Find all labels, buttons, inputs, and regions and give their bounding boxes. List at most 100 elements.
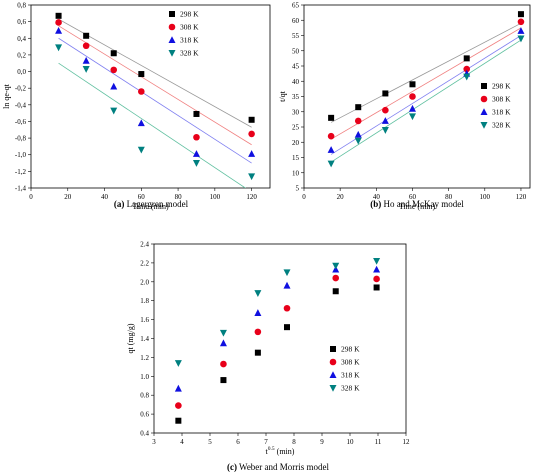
y-tick-label: 0,4 xyxy=(17,35,26,43)
legend-label: 298 K xyxy=(492,82,511,91)
x-tick-label: 5 xyxy=(208,438,212,446)
data-point xyxy=(463,65,471,73)
x-tick-label: 40 xyxy=(101,193,109,201)
data-point xyxy=(174,360,182,367)
y-tick-label: 1.8 xyxy=(140,297,149,305)
y-tick-label: -1,2 xyxy=(15,168,27,176)
legend-marker xyxy=(168,36,176,43)
data-point xyxy=(373,284,380,291)
y-tick-label: 65 xyxy=(292,2,300,10)
legend-marker xyxy=(480,108,488,115)
legend-marker xyxy=(329,358,337,366)
legend-marker xyxy=(169,11,175,17)
data-point xyxy=(220,360,227,368)
data-point xyxy=(192,150,200,157)
lagergren-chart: 0 20 40 60 80 100 120 -1,4 -1,2 -1,0 -0,8 -0,6 -0,4 -… xyxy=(2,2,271,211)
legend-marker xyxy=(330,346,336,352)
data-point xyxy=(332,262,340,270)
data-point xyxy=(219,339,227,347)
plot-frame xyxy=(30,4,271,189)
y-tick-label: 1.6 xyxy=(140,316,149,324)
data-point xyxy=(193,110,200,117)
x-axis-title: Time (min) xyxy=(132,202,169,211)
x-axis-title: Time (min) xyxy=(399,202,436,211)
data-point xyxy=(137,146,145,154)
x-tick-label: 120 xyxy=(516,193,527,201)
legend-label: 308 K xyxy=(180,23,199,32)
data-point xyxy=(137,119,145,127)
y-tick-label: 2.4 xyxy=(140,241,149,249)
y-tick-label: 0,2 xyxy=(17,51,26,59)
data-point xyxy=(138,88,145,95)
y-tick-label: 0.4 xyxy=(140,430,149,438)
x-tick-label: 12 xyxy=(403,438,411,446)
data-point xyxy=(55,12,62,19)
data-point xyxy=(220,377,227,384)
data-point xyxy=(219,329,227,337)
y-tick-label: 0,0 xyxy=(17,68,26,76)
legend-marker xyxy=(480,95,488,103)
y-tick-label: 25 xyxy=(292,124,300,132)
data-point xyxy=(332,274,340,282)
x-tick-label: 6 xyxy=(236,438,240,446)
x-tick-label: 60 xyxy=(138,193,146,201)
data-point xyxy=(82,56,90,64)
legend-marker xyxy=(480,122,488,129)
data-point xyxy=(110,107,118,115)
plot-frame xyxy=(153,243,407,434)
data-point xyxy=(55,19,62,26)
figure-caption: (c) Weber and Morris model xyxy=(227,462,330,472)
legend-label: 328 K xyxy=(492,121,511,130)
data-point xyxy=(327,132,335,140)
data-point xyxy=(408,113,416,121)
legend-marker xyxy=(168,50,176,57)
fit-line xyxy=(58,37,252,164)
data-point xyxy=(283,281,291,289)
data-point xyxy=(408,104,416,112)
x-tick-label: 3 xyxy=(152,438,156,446)
weber-morris-chart: 3 4 5 6 7 8 9 10 11 12 0.4 0.6 0.8 1.0 1.2 1.4 1.6 1.8 2.0… xyxy=(126,241,410,457)
data-point xyxy=(254,309,262,316)
data-point xyxy=(463,55,470,62)
data-point xyxy=(517,35,525,43)
x-axis-title: t0.5 (min) xyxy=(266,446,295,456)
y-tick-label: 1.0 xyxy=(140,373,149,381)
data-point xyxy=(82,42,90,50)
data-point xyxy=(332,288,339,295)
data-point xyxy=(175,402,182,409)
y-tick-label: -0,6 xyxy=(15,118,27,126)
legend-marker xyxy=(329,371,337,378)
legend-label: 308 K xyxy=(492,95,511,104)
x-tick-label: 120 xyxy=(246,193,257,201)
data-point xyxy=(193,133,200,141)
x-tick-label: 80 xyxy=(445,193,453,201)
data-point xyxy=(354,130,362,138)
y-tick-label: 15 xyxy=(292,154,300,162)
y-tick-label: -0,8 xyxy=(15,135,27,143)
x-tick-label: 0 xyxy=(29,193,33,201)
y-tick-label: 40 xyxy=(292,78,300,86)
legend-label: 318 K xyxy=(492,108,511,117)
fit-line xyxy=(330,22,522,123)
data-point xyxy=(110,50,117,57)
data-point xyxy=(382,90,389,97)
data-point xyxy=(283,304,291,312)
legend-marker xyxy=(329,385,337,392)
data-point xyxy=(382,106,389,114)
data-point xyxy=(174,384,182,392)
y-axis-title: t/qt xyxy=(278,90,287,101)
x-tick-label: 9 xyxy=(320,438,324,446)
y-tick-label: 50 xyxy=(292,47,300,55)
data-point xyxy=(254,349,261,356)
data-point xyxy=(409,81,416,88)
data-point xyxy=(463,73,471,81)
data-point xyxy=(381,117,389,124)
data-point xyxy=(373,258,381,265)
y-tick-label: 0.6 xyxy=(140,411,149,419)
x-tick-label: 60 xyxy=(409,193,417,201)
data-point xyxy=(354,117,362,125)
x-tick-label: 100 xyxy=(210,193,221,201)
legend: 298 K 308 K 318 K 328 K xyxy=(329,345,360,393)
data-point xyxy=(248,150,256,157)
y-tick-label: 0.8 xyxy=(140,392,149,400)
